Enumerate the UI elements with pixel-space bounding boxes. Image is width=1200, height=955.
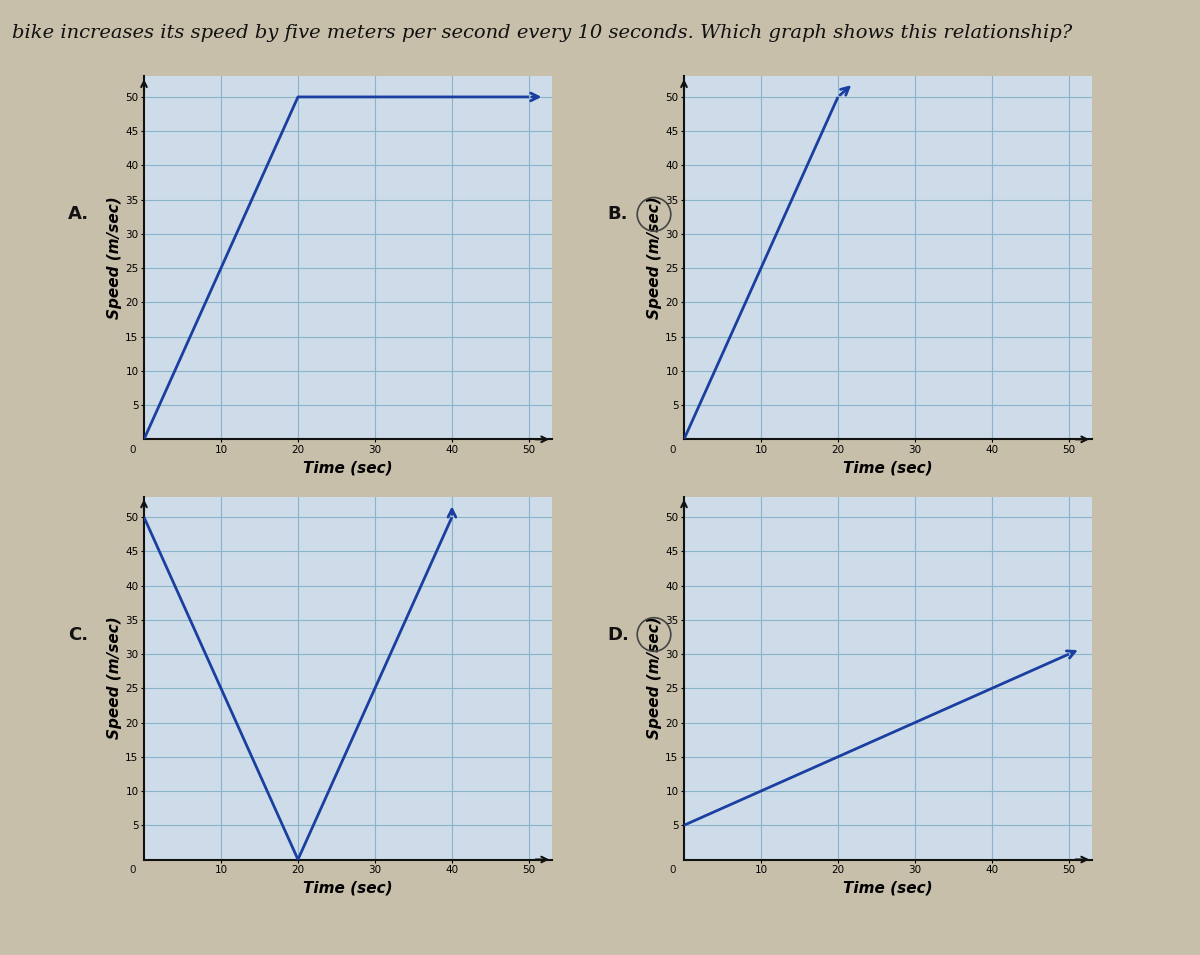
Text: 0: 0 [130, 865, 136, 875]
X-axis label: Time (sec): Time (sec) [304, 881, 392, 896]
Text: C.: C. [68, 626, 88, 644]
Y-axis label: Speed (m/sec): Speed (m/sec) [108, 197, 122, 319]
Text: 0: 0 [670, 865, 676, 875]
Text: bike increases its speed by five meters per second every 10 seconds. Which graph: bike increases its speed by five meters … [12, 24, 1073, 42]
Y-axis label: Speed (m/sec): Speed (m/sec) [108, 617, 122, 739]
Y-axis label: Speed (m/sec): Speed (m/sec) [648, 197, 662, 319]
Text: 0: 0 [130, 445, 136, 455]
Text: B.: B. [607, 205, 629, 223]
X-axis label: Time (sec): Time (sec) [844, 460, 932, 476]
Text: D.: D. [607, 626, 629, 644]
X-axis label: Time (sec): Time (sec) [844, 881, 932, 896]
Y-axis label: Speed (m/sec): Speed (m/sec) [648, 617, 662, 739]
Text: 0: 0 [670, 445, 676, 455]
Text: A.: A. [67, 205, 89, 223]
X-axis label: Time (sec): Time (sec) [304, 460, 392, 476]
